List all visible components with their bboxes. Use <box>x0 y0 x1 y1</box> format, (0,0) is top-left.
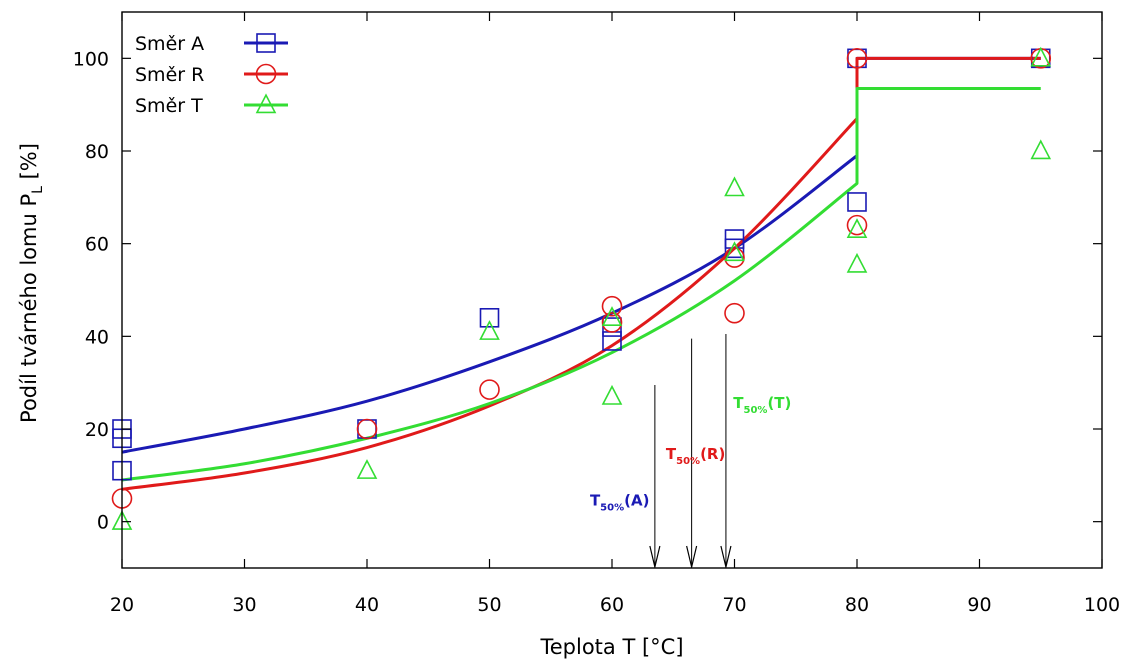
annotation-label: T50%(A) <box>590 491 650 513</box>
data-point-triangle <box>356 459 378 479</box>
fit-curve-triangle <box>121 86 1041 482</box>
annotation-subscript: 50% <box>600 502 624 513</box>
legend: Směr A Směr R Směr T <box>135 33 288 117</box>
y-tick-label: 100 <box>73 48 109 70</box>
annotation-label: T50%(R) <box>666 445 725 467</box>
legend-marker-triangle <box>255 93 277 114</box>
annotation-suffix: (A) <box>624 491 649 509</box>
annotation-subscript: 50% <box>744 405 768 416</box>
annotation-subscript: 50% <box>676 456 700 467</box>
data-point-circle <box>356 418 378 440</box>
fit-curve-square <box>121 56 1041 454</box>
annotation-suffix: (R) <box>700 445 725 463</box>
data-point-circle <box>601 312 623 333</box>
data-point-square <box>724 238 745 259</box>
x-tick-label: 100 <box>1084 594 1120 616</box>
x-tick-label: 20 <box>110 594 134 616</box>
legend-marker-circle <box>255 63 277 85</box>
data-point-circle <box>601 295 623 317</box>
y-tick-label: 80 <box>85 141 109 163</box>
legend-label: Směr T <box>135 95 203 117</box>
legend-label: Směr R <box>135 64 204 86</box>
y-axis-title: Podíl tvárného lomu PL [%] <box>17 143 46 423</box>
x-tick-label: 70 <box>722 594 746 616</box>
y-tick-label: 20 <box>85 419 109 441</box>
x-tick-label: 90 <box>967 594 991 616</box>
arrow-head <box>686 545 698 568</box>
y-tick-label: 40 <box>85 326 109 348</box>
plot-border <box>121 11 1103 569</box>
data-point-circle <box>724 302 745 324</box>
data-point-triangle <box>724 176 745 197</box>
data-point-triangle <box>1030 139 1052 160</box>
legend-label: Směr A <box>135 33 204 55</box>
data-points <box>111 46 1052 530</box>
data-point-triangle <box>601 384 623 405</box>
annotation-main: T <box>590 491 601 509</box>
fit-curves <box>121 56 1041 491</box>
y-axis-title-unit: [%] <box>17 143 41 186</box>
data-point-triangle <box>479 320 500 340</box>
annotation-main: T <box>666 445 677 463</box>
annotation-main: T <box>733 394 744 412</box>
x-tick-label: 40 <box>355 594 379 616</box>
data-point-square <box>479 307 500 328</box>
x-tick-label: 50 <box>477 594 501 616</box>
x-tick-label: 80 <box>845 594 869 616</box>
data-point-triangle <box>601 306 623 327</box>
axes: 20 30 40 50 60 70 80 90 100 0 20 40 60 80 100 <box>73 11 1120 616</box>
arrow-head <box>720 545 732 568</box>
x-tick-label: 30 <box>232 594 256 616</box>
arrow-head <box>649 545 661 568</box>
y-axis-title-subscript: L <box>30 186 46 194</box>
y-tick-label: 60 <box>85 234 109 256</box>
data-point-circle <box>724 247 745 268</box>
data-point-triangle <box>846 218 868 238</box>
data-point-circle <box>846 214 868 236</box>
x-axis-title: Teplota T [°C] <box>539 635 683 659</box>
data-point-triangle <box>846 252 868 273</box>
data-point-circle <box>479 379 500 400</box>
x-tick-label: 60 <box>600 594 624 616</box>
data-point-circle <box>846 48 868 69</box>
data-point-triangle <box>1030 46 1052 67</box>
y-tick-label: 0 <box>97 512 109 534</box>
annotation-label: T50%(T) <box>733 394 791 416</box>
data-point-triangle <box>724 241 745 262</box>
y-axis-title-main: Podíl tvárného lomu P <box>17 194 41 423</box>
annotations: T50%(A)T50%(R)T50%(T) <box>590 334 791 568</box>
data-point-square <box>847 192 867 212</box>
legend-marker-square <box>256 33 276 53</box>
annotation-suffix: (T) <box>767 394 791 412</box>
